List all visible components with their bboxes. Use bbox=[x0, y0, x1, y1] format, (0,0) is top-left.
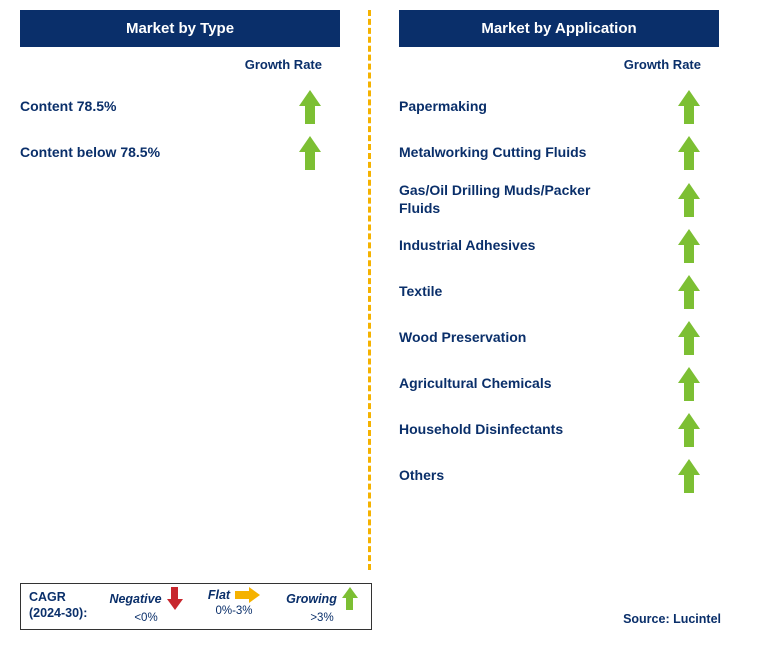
growth-indicator bbox=[659, 275, 719, 309]
data-row: Wood Preservation bbox=[399, 315, 719, 361]
arrow-up-icon bbox=[679, 459, 699, 493]
growth-indicator bbox=[659, 183, 719, 217]
data-row: Household Disinfectants bbox=[399, 407, 719, 453]
growth-indicator bbox=[659, 136, 719, 170]
panels-container: Market by Type Growth Rate Content 78.5%… bbox=[20, 10, 741, 570]
legend-entry: Negative <0% bbox=[105, 587, 187, 624]
legend-entry: Growing >3% bbox=[281, 587, 363, 624]
source-label: Source: Lucintel bbox=[623, 612, 721, 626]
legend-entries: Negative <0% Flat 0%-3% Growing >3% bbox=[105, 587, 363, 624]
arrow-up-icon bbox=[679, 229, 699, 263]
row-label: Wood Preservation bbox=[399, 329, 526, 347]
left-rows: Content 78.5% Content below 78.5% bbox=[20, 84, 340, 176]
cagr-legend: CAGR (2024-30): Negative <0% Flat 0%-3% Grow… bbox=[20, 583, 372, 630]
right-growth-header: Growth Rate bbox=[399, 57, 719, 72]
arrow-up-icon bbox=[300, 90, 320, 124]
arrow-right-icon bbox=[235, 587, 260, 603]
row-label: Content 78.5% bbox=[20, 98, 116, 116]
data-row: Agricultural Chemicals bbox=[399, 361, 719, 407]
growth-indicator bbox=[659, 413, 719, 447]
data-row: Others bbox=[399, 453, 719, 499]
legend-entry-top: Flat bbox=[208, 587, 260, 603]
arrow-down-icon bbox=[167, 587, 183, 610]
arrow-up-icon bbox=[679, 90, 699, 124]
cagr-line2: (2024-30): bbox=[29, 606, 87, 620]
left-panel-title: Market by Type bbox=[20, 10, 340, 47]
arrow-up-icon bbox=[342, 587, 358, 610]
legend-entry-name: Growing bbox=[286, 592, 337, 606]
growth-indicator bbox=[659, 90, 719, 124]
legend-entry-name: Negative bbox=[109, 592, 161, 606]
legend-entry: Flat 0%-3% bbox=[193, 587, 275, 624]
data-row: Textile bbox=[399, 269, 719, 315]
row-label: Gas/Oil Drilling Muds/Packer Fluids bbox=[399, 182, 619, 217]
data-row: Papermaking bbox=[399, 84, 719, 130]
legend-entry-top: Growing bbox=[286, 587, 358, 610]
right-panel-title: Market by Application bbox=[399, 10, 719, 47]
cagr-label: CAGR (2024-30): bbox=[29, 587, 99, 622]
arrow-up-icon bbox=[679, 183, 699, 217]
legend-entry-name: Flat bbox=[208, 588, 230, 602]
row-label: Content below 78.5% bbox=[20, 144, 160, 162]
cagr-line1: CAGR bbox=[29, 590, 66, 604]
growth-indicator bbox=[659, 367, 719, 401]
legend-entry-range: >3% bbox=[310, 612, 333, 624]
row-label: Household Disinfectants bbox=[399, 421, 563, 439]
right-rows: Papermaking Metalworking Cutting Fluids Ga… bbox=[399, 84, 719, 499]
arrow-up-icon bbox=[679, 136, 699, 170]
arrow-up-icon bbox=[679, 413, 699, 447]
row-label: Textile bbox=[399, 283, 442, 301]
row-label: Papermaking bbox=[399, 98, 487, 116]
growth-indicator bbox=[659, 321, 719, 355]
data-row: Gas/Oil Drilling Muds/Packer Fluids bbox=[399, 176, 719, 223]
arrow-up-icon bbox=[679, 321, 699, 355]
legend-entry-range: 0%-3% bbox=[215, 605, 252, 617]
legend-entry-top: Negative bbox=[109, 587, 182, 610]
arrow-up-icon bbox=[679, 367, 699, 401]
growth-indicator bbox=[659, 229, 719, 263]
right-panel: Market by Application Growth Rate Paperm… bbox=[379, 10, 719, 570]
growth-indicator bbox=[280, 136, 340, 170]
legend-entry-range: <0% bbox=[134, 612, 157, 624]
data-row: Content below 78.5% bbox=[20, 130, 340, 176]
data-row: Metalworking Cutting Fluids bbox=[399, 130, 719, 176]
data-row: Industrial Adhesives bbox=[399, 223, 719, 269]
data-row: Content 78.5% bbox=[20, 84, 340, 130]
arrow-up-icon bbox=[300, 136, 320, 170]
arrow-up-icon bbox=[679, 275, 699, 309]
row-label: Metalworking Cutting Fluids bbox=[399, 144, 586, 162]
row-label: Agricultural Chemicals bbox=[399, 375, 552, 393]
panel-divider bbox=[368, 10, 371, 570]
row-label: Industrial Adhesives bbox=[399, 237, 535, 255]
left-growth-header: Growth Rate bbox=[20, 57, 340, 72]
growth-indicator bbox=[659, 459, 719, 493]
growth-indicator bbox=[280, 90, 340, 124]
left-panel: Market by Type Growth Rate Content 78.5%… bbox=[20, 10, 360, 570]
row-label: Others bbox=[399, 467, 444, 485]
